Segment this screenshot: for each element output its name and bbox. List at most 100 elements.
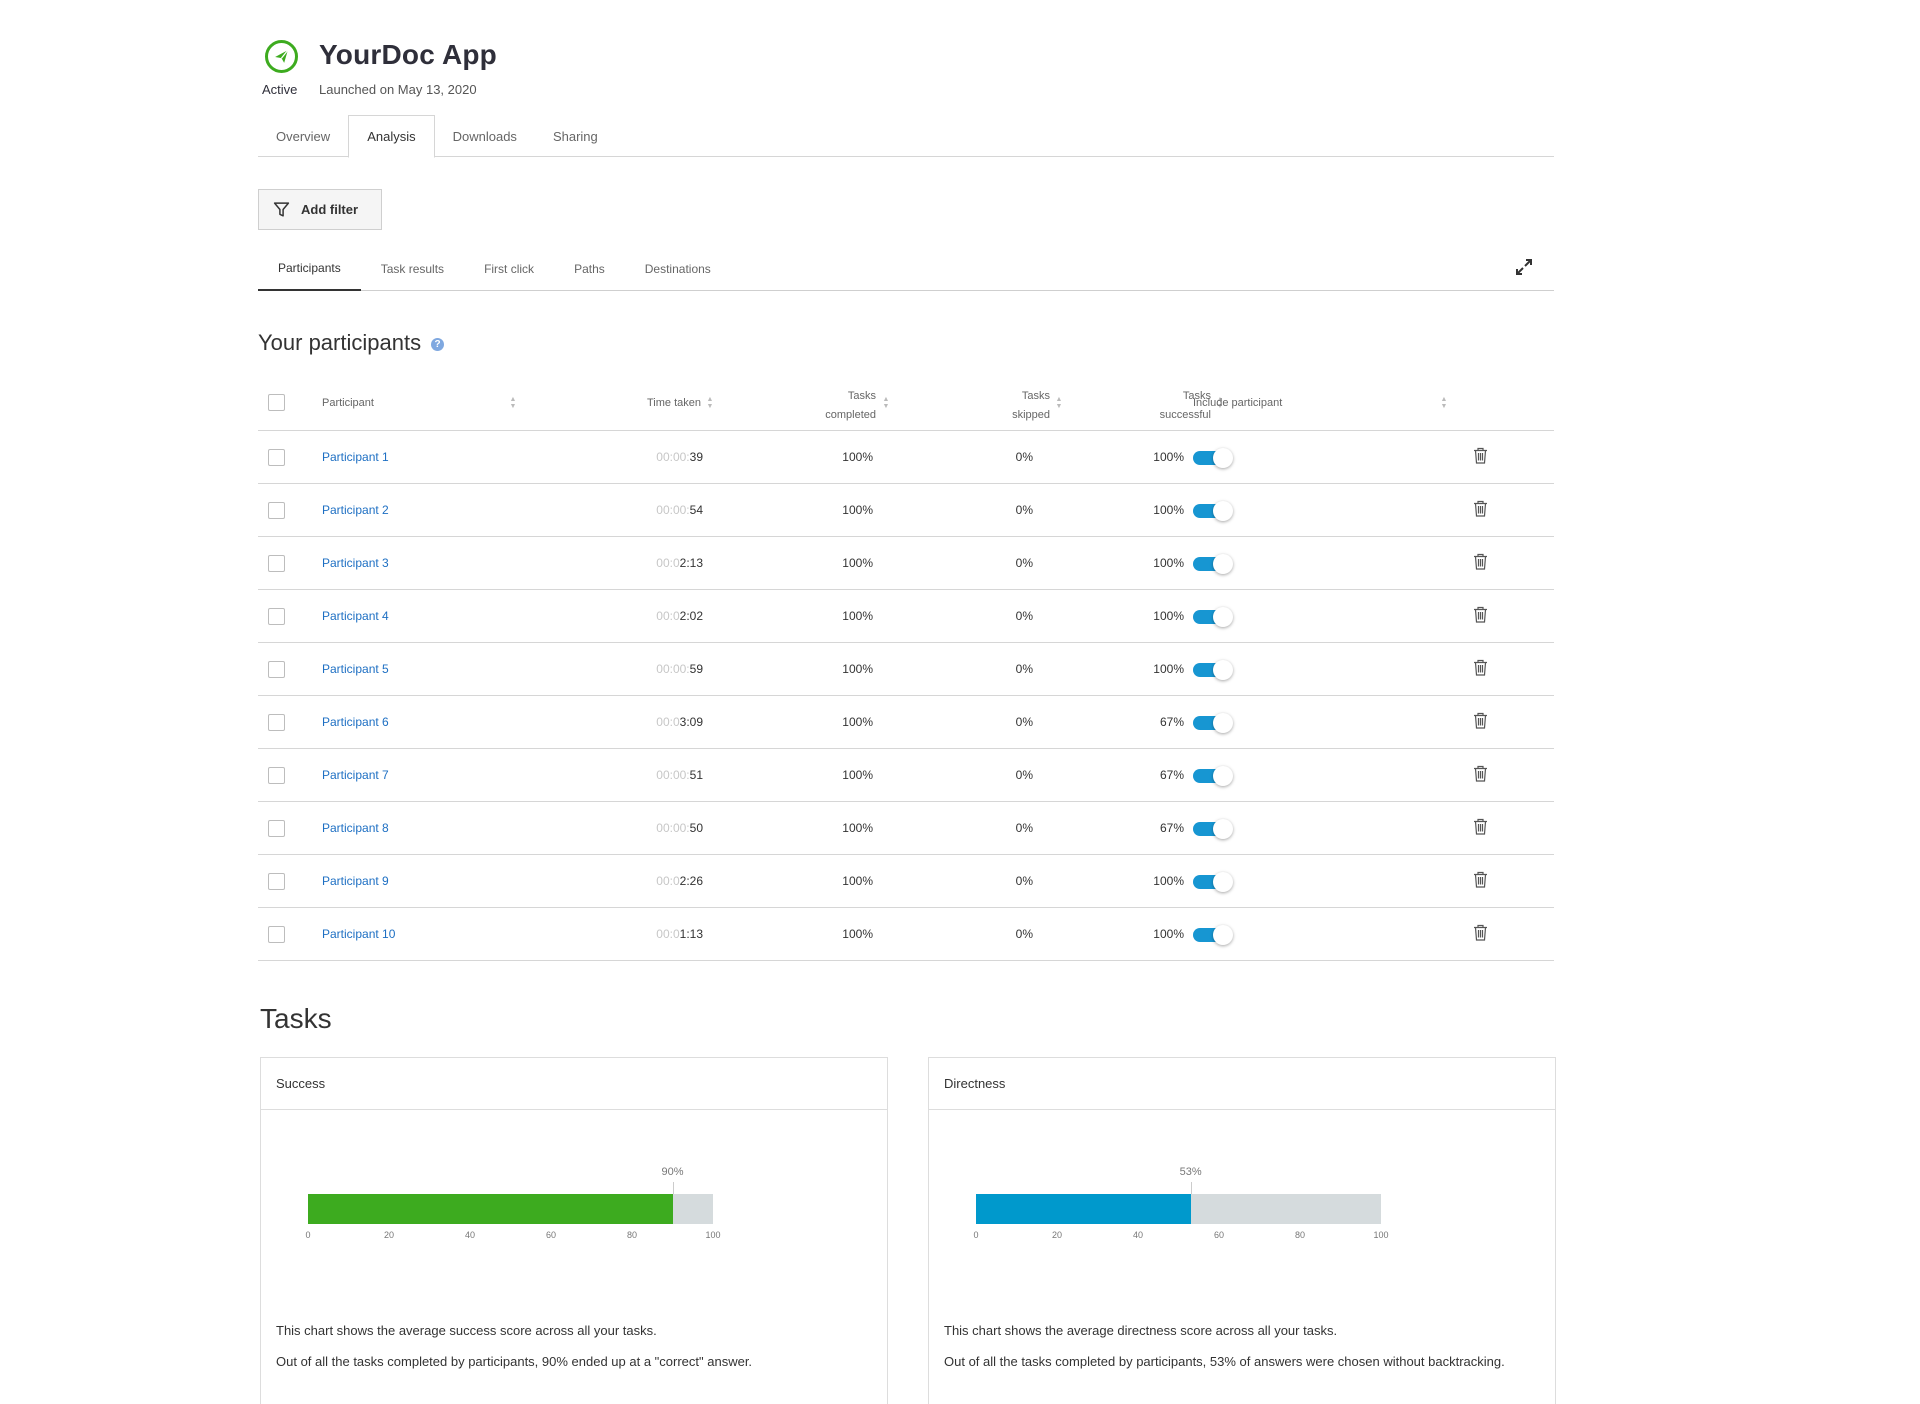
- participant-link[interactable]: Participant 4: [322, 609, 389, 623]
- trash-icon[interactable]: [1473, 447, 1488, 464]
- include-participant-toggle[interactable]: [1193, 925, 1233, 945]
- paper-plane-icon: [265, 40, 298, 73]
- participant-link[interactable]: Participant 1: [322, 450, 389, 464]
- row-checkbox[interactable]: [268, 926, 285, 943]
- header-tasks-successful-line2: successful: [1159, 409, 1211, 421]
- sort-icon[interactable]: ▲ ▼: [1216, 396, 1224, 410]
- time-taken-value: 50: [689, 821, 703, 835]
- header-tasks-skipped-line1: Tasks: [1021, 390, 1050, 402]
- trash-icon[interactable]: [1473, 712, 1488, 729]
- trash-icon[interactable]: [1473, 818, 1488, 835]
- trash-icon[interactable]: [1473, 765, 1488, 782]
- include-participant-toggle[interactable]: [1193, 607, 1233, 627]
- directness-value-marker: [1190, 1182, 1192, 1194]
- directness-card: Directness 53% 0 20 40 60 80 100 This chart s…: [928, 1057, 1556, 1404]
- directness-description: This chart shows the average directness …: [944, 1320, 1534, 1382]
- table-header: Participant ▲ ▼ Time taken ▲ ▼ Tasks compl…: [258, 375, 1554, 431]
- time-taken-value: 1:13: [679, 927, 703, 941]
- include-participant-toggle[interactable]: [1193, 501, 1233, 521]
- directness-bar-track: [976, 1194, 1381, 1224]
- participant-link[interactable]: Participant 8: [322, 821, 389, 835]
- participant-link[interactable]: Participant 6: [322, 715, 389, 729]
- time-taken-prefix: 00:00:: [656, 821, 690, 835]
- tab-destinations[interactable]: Destinations: [644, 261, 711, 276]
- row-checkbox[interactable]: [268, 502, 285, 519]
- sort-icon[interactable]: ▲ ▼: [509, 396, 517, 410]
- tasks-skipped-value: 0%: [1015, 450, 1033, 464]
- tab-overview[interactable]: Overview: [276, 128, 331, 144]
- tasks-completed-value: 100%: [842, 662, 873, 676]
- table-row: Participant 9 00:02:26 100% 0% 100%: [258, 855, 1554, 908]
- sort-icon[interactable]: ▲ ▼: [882, 396, 890, 410]
- question-mark-icon[interactable]: ?: [431, 337, 445, 351]
- success-bar: [308, 1194, 673, 1224]
- include-participant-toggle[interactable]: [1193, 660, 1233, 680]
- header-time-taken[interactable]: Time taken: [646, 397, 701, 409]
- tab-analysis[interactable]: Analysis: [348, 115, 435, 158]
- success-value-label: 90%: [661, 1166, 684, 1178]
- tab-task-results[interactable]: Task results: [380, 261, 445, 276]
- sort-icon[interactable]: ▲ ▼: [1055, 396, 1063, 410]
- trash-icon[interactable]: [1473, 924, 1488, 941]
- trash-icon[interactable]: [1473, 500, 1488, 517]
- include-participant-toggle[interactable]: [1193, 872, 1233, 892]
- header-tasks-completed-line1: Tasks: [847, 390, 876, 402]
- include-participant-toggle[interactable]: [1193, 766, 1233, 786]
- include-participant-toggle[interactable]: [1193, 448, 1233, 468]
- include-participant-toggle[interactable]: [1193, 713, 1233, 733]
- include-participant-toggle[interactable]: [1193, 554, 1233, 574]
- participant-link[interactable]: Participant 5: [322, 662, 389, 676]
- header-include-participant[interactable]: Include participant: [1193, 397, 1283, 409]
- include-participant-toggle[interactable]: [1193, 819, 1233, 839]
- add-filter-button[interactable]: Add filter: [258, 189, 382, 230]
- axis-tick-label: 40: [464, 1230, 476, 1240]
- row-checkbox[interactable]: [268, 555, 285, 572]
- time-taken-value: 59: [689, 662, 703, 676]
- directness-chart: 53% 0 20 40 60 80 100: [973, 1166, 1388, 1266]
- success-card-title: Success: [261, 1058, 887, 1110]
- expand-icon[interactable]: [1514, 257, 1534, 277]
- trash-icon[interactable]: [1473, 606, 1488, 623]
- header-tasks-completed[interactable]: Tasks completed: [758, 387, 876, 425]
- time-taken-prefix: 00:00:: [656, 450, 690, 464]
- row-checkbox[interactable]: [268, 449, 285, 466]
- tasks-successful-value: 100%: [1153, 662, 1184, 676]
- table-row: Participant 6 00:03:09 100% 0% 67%: [258, 696, 1554, 749]
- directness-value-label: 53%: [1179, 1166, 1202, 1178]
- trash-icon[interactable]: [1473, 659, 1488, 676]
- tab-first-click[interactable]: First click: [484, 261, 535, 276]
- row-checkbox[interactable]: [268, 714, 285, 731]
- row-checkbox[interactable]: [268, 608, 285, 625]
- header-tasks-successful[interactable]: Tasks successful: [1078, 387, 1211, 425]
- row-checkbox[interactable]: [268, 873, 285, 890]
- participant-link[interactable]: Participant 9: [322, 874, 389, 888]
- participant-link[interactable]: Participant 3: [322, 556, 389, 570]
- tab-sharing[interactable]: Sharing: [552, 128, 598, 144]
- row-checkbox[interactable]: [268, 767, 285, 784]
- header-tasks-skipped[interactable]: Tasks skipped: [918, 387, 1050, 425]
- axis-tick-label: 60: [1213, 1230, 1225, 1240]
- header-participant[interactable]: Participant: [322, 397, 374, 409]
- analysis-sub-tabs: Participants Task results First click Pa…: [258, 246, 1554, 291]
- time-taken-prefix: 00:0: [656, 556, 680, 570]
- tasks-skipped-value: 0%: [1015, 609, 1033, 623]
- sort-icon[interactable]: ▲ ▼: [706, 396, 714, 410]
- table-row: Participant 1 00:00:39 100% 0% 100%: [258, 431, 1554, 484]
- participant-link[interactable]: Participant 7: [322, 768, 389, 782]
- row-checkbox[interactable]: [268, 820, 285, 837]
- header-tasks-skipped-line2: skipped: [1012, 409, 1050, 421]
- time-taken: 00:00:50: [598, 821, 703, 835]
- participant-link[interactable]: Participant 2: [322, 503, 389, 517]
- status-label: Active: [262, 82, 298, 97]
- select-all-checkbox[interactable]: [268, 394, 285, 411]
- sort-icon[interactable]: ▲ ▼: [1440, 396, 1448, 410]
- row-checkbox[interactable]: [268, 661, 285, 678]
- participant-link[interactable]: Participant 10: [322, 927, 396, 941]
- trash-icon[interactable]: [1473, 553, 1488, 570]
- tab-paths[interactable]: Paths: [574, 261, 605, 276]
- tab-participants[interactable]: Participants: [258, 246, 361, 291]
- tab-downloads[interactable]: Downloads: [452, 128, 517, 144]
- trash-icon[interactable]: [1473, 871, 1488, 888]
- axis-tick-label: 0: [973, 1230, 979, 1240]
- tasks-completed-value: 100%: [842, 609, 873, 623]
